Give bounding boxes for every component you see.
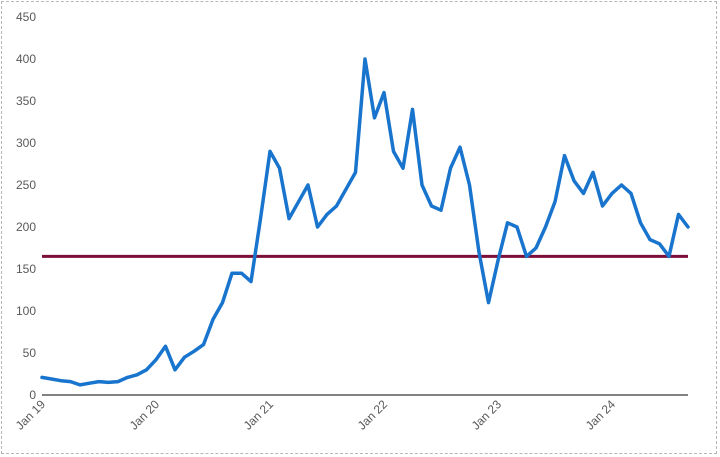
y-tick-label: 400 bbox=[16, 52, 36, 66]
data-point bbox=[515, 225, 519, 229]
data-point bbox=[88, 381, 91, 385]
data-point bbox=[297, 200, 300, 204]
data-point bbox=[78, 383, 82, 387]
data-point bbox=[544, 225, 547, 229]
data-point bbox=[610, 191, 614, 195]
data-point bbox=[325, 212, 329, 216]
data-point bbox=[240, 271, 243, 275]
x-tick-label: Jan 23 bbox=[469, 397, 505, 433]
data-point bbox=[620, 183, 623, 187]
data-point bbox=[525, 254, 528, 258]
y-tick-label: 250 bbox=[16, 178, 36, 192]
data-point bbox=[116, 380, 120, 384]
y-tick-label: 150 bbox=[16, 262, 36, 276]
y-tick-label: 350 bbox=[16, 94, 36, 108]
data-point bbox=[50, 377, 53, 381]
data-point bbox=[458, 145, 462, 149]
data-point bbox=[582, 191, 585, 195]
data-point bbox=[211, 317, 215, 321]
data-point bbox=[306, 183, 310, 187]
data-point bbox=[278, 166, 281, 170]
data-point bbox=[268, 149, 272, 153]
data-point bbox=[534, 246, 538, 250]
data-point bbox=[154, 358, 158, 362]
data-point bbox=[487, 301, 490, 305]
data-point bbox=[316, 225, 319, 229]
x-tick-label: Jan 24 bbox=[583, 397, 619, 433]
x-tick-label: Jan 22 bbox=[355, 397, 391, 433]
data-point bbox=[430, 204, 433, 208]
data-point bbox=[40, 375, 44, 379]
y-tick-label: 450 bbox=[16, 10, 36, 24]
data-point bbox=[145, 368, 148, 372]
data-point bbox=[373, 116, 376, 120]
data-point bbox=[411, 107, 414, 111]
y-tick-label: 300 bbox=[16, 136, 36, 150]
data-point bbox=[164, 344, 167, 348]
data-point bbox=[658, 242, 661, 246]
data-point bbox=[363, 57, 367, 61]
data-point bbox=[107, 380, 110, 384]
data-point bbox=[69, 380, 72, 384]
data-point bbox=[648, 238, 652, 242]
x-axis-ticks: Jan 19 Jan 20 Jan 21 Jan 22 Jan 23 Jan 24 bbox=[13, 397, 619, 433]
y-tick-label: 50 bbox=[23, 346, 37, 360]
y-tick-label: 0 bbox=[29, 388, 36, 402]
data-point bbox=[449, 166, 452, 170]
data-point bbox=[59, 379, 63, 383]
data-point bbox=[135, 373, 139, 377]
data-point bbox=[392, 149, 395, 153]
data-point bbox=[344, 187, 348, 191]
data-point bbox=[477, 250, 481, 254]
data-point bbox=[354, 170, 357, 174]
data-point bbox=[639, 221, 642, 225]
data-points bbox=[40, 57, 690, 387]
data-point bbox=[572, 179, 576, 183]
data-point bbox=[420, 183, 424, 187]
data-point bbox=[192, 349, 196, 353]
data-point bbox=[126, 375, 129, 379]
data-point bbox=[221, 301, 224, 305]
data-point bbox=[629, 191, 633, 195]
x-tick-label: Jan 19 bbox=[13, 397, 49, 433]
data-point bbox=[230, 271, 234, 275]
data-point bbox=[591, 170, 595, 174]
data-point bbox=[601, 204, 604, 208]
data-point bbox=[553, 200, 557, 204]
data-point bbox=[382, 91, 386, 95]
data-point bbox=[563, 154, 566, 158]
data-point bbox=[202, 343, 205, 347]
data-point bbox=[97, 380, 101, 384]
data-point bbox=[173, 368, 177, 372]
data-point bbox=[468, 183, 471, 187]
data-point bbox=[506, 221, 509, 225]
y-axis-ticks: 0 50 100 150 200 250 300 350 400 450 bbox=[16, 10, 36, 402]
y-tick-label: 200 bbox=[16, 220, 36, 234]
x-tick-label: Jan 20 bbox=[127, 397, 163, 433]
data-point bbox=[677, 212, 680, 216]
data-point bbox=[496, 259, 500, 263]
data-point bbox=[249, 280, 253, 284]
data-point bbox=[335, 204, 338, 208]
y-tick-label: 100 bbox=[16, 304, 36, 318]
series-line bbox=[40, 57, 690, 387]
data-point bbox=[401, 166, 405, 170]
data-point bbox=[183, 355, 186, 359]
data-point bbox=[667, 254, 671, 258]
data-point bbox=[686, 225, 690, 229]
data-point bbox=[259, 217, 262, 221]
data-point bbox=[287, 217, 291, 221]
x-tick-label: Jan 21 bbox=[241, 397, 277, 433]
data-point bbox=[439, 208, 443, 212]
